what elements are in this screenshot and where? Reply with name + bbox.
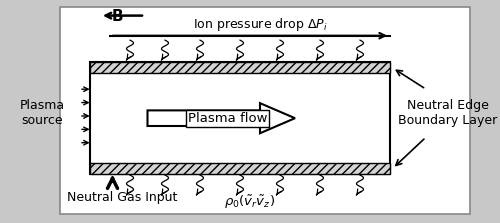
Bar (90, 62, 390, 174)
Bar (60, 7, 470, 214)
Text: Plasma
source: Plasma source (20, 99, 65, 127)
Text: $\mathbf{B}$: $\mathbf{B}$ (111, 8, 124, 24)
Text: Neutral Gas Input: Neutral Gas Input (68, 191, 178, 204)
FancyArrow shape (148, 103, 295, 133)
Text: $\rho_0(\tilde{v}_r\tilde{v}_z)$: $\rho_0(\tilde{v}_r\tilde{v}_z)$ (224, 193, 276, 211)
Bar (90, 62, 390, 73)
Text: Ion pressure drop $\Delta P_i$: Ion pressure drop $\Delta P_i$ (192, 16, 328, 33)
Text: Plasma flow: Plasma flow (188, 112, 267, 125)
Text: Neutral Edge
Boundary Layer: Neutral Edge Boundary Layer (398, 99, 497, 127)
Bar (90, 163, 390, 174)
